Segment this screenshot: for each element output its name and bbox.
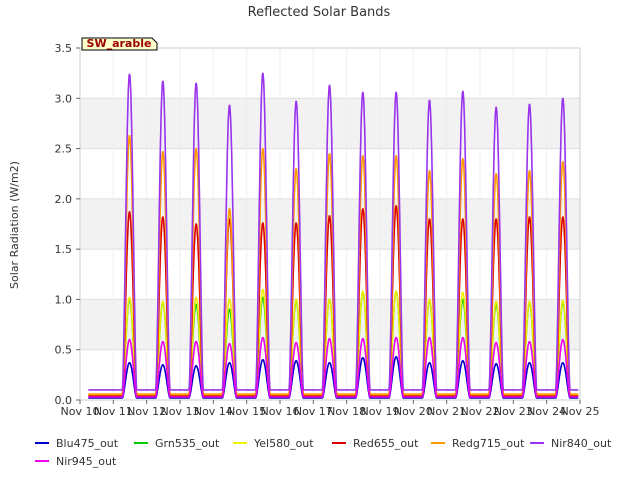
legend-label: Nir840_out [551, 437, 612, 450]
y-tick-label: 0.5 [55, 344, 73, 357]
legend: Blu475_out Grn535_out Yel580_out Red655_out… [35, 437, 612, 468]
grid-band [80, 98, 580, 149]
y-tick-label: 2.5 [55, 143, 73, 156]
legend-label: Redg715_out [452, 437, 525, 450]
x-tick-label: Nov 10 [61, 405, 100, 418]
legend-label: Yel580_out [253, 437, 314, 450]
y-tick-label: 3.0 [55, 92, 73, 105]
legend-label: Nir945_out [56, 455, 117, 468]
series-line-nir840_out [88, 72, 579, 391]
y-axis-label: Solar Radiation (W/m2) [8, 161, 21, 289]
x-tick-label: Nov 20 [394, 405, 433, 418]
x-tick-label: Nov 14 [194, 405, 233, 418]
x-tick-label: Nov 12 [127, 405, 166, 418]
x-tick-label: Nov 16 [261, 405, 300, 418]
plot-border [79, 47, 581, 401]
x-tick-label: Nov 11 [94, 405, 133, 418]
x-tick-label: Nov 13 [161, 405, 200, 418]
x-tick-label: Nov 17 [294, 405, 333, 418]
y-tick-label: 2.0 [55, 193, 73, 206]
y-axis: 0.0 0.5 1.0 1.5 2.0 2.5 3.0 3.5 [55, 42, 80, 407]
plot-area [79, 47, 581, 401]
annotation-box: SW_arable [81, 37, 158, 51]
annotation-label: SW_arable [87, 37, 152, 50]
y-tick-label: 0.0 [55, 394, 73, 407]
x-tick-label: Nov 19 [361, 405, 400, 418]
y-tick-label: 1.0 [55, 293, 73, 306]
x-tick-label: Nov 24 [527, 405, 566, 418]
x-tick-label: Nov 15 [227, 405, 266, 418]
x-tick-label: Nov 18 [327, 405, 366, 418]
y-tick-label: 3.5 [55, 42, 73, 55]
legend-label: Blu475_out [56, 437, 119, 450]
series-line-blu475_out [88, 356, 579, 399]
x-tick-label: Nov 21 [427, 405, 466, 418]
annotation-frame [81, 37, 158, 51]
x-tick-label: Nov 22 [461, 405, 500, 418]
legend-label: Red655_out [353, 437, 419, 450]
y-tick-label: 1.5 [55, 243, 73, 256]
chart-title: Reflected Solar Bands [248, 5, 391, 20]
series-line-nir945_out [88, 336, 579, 398]
series-layer [88, 72, 579, 399]
x-tick-label: Nov 23 [494, 405, 533, 418]
legend-label: Grn535_out [155, 437, 220, 450]
x-tick-label: Nov 25 [561, 405, 600, 418]
